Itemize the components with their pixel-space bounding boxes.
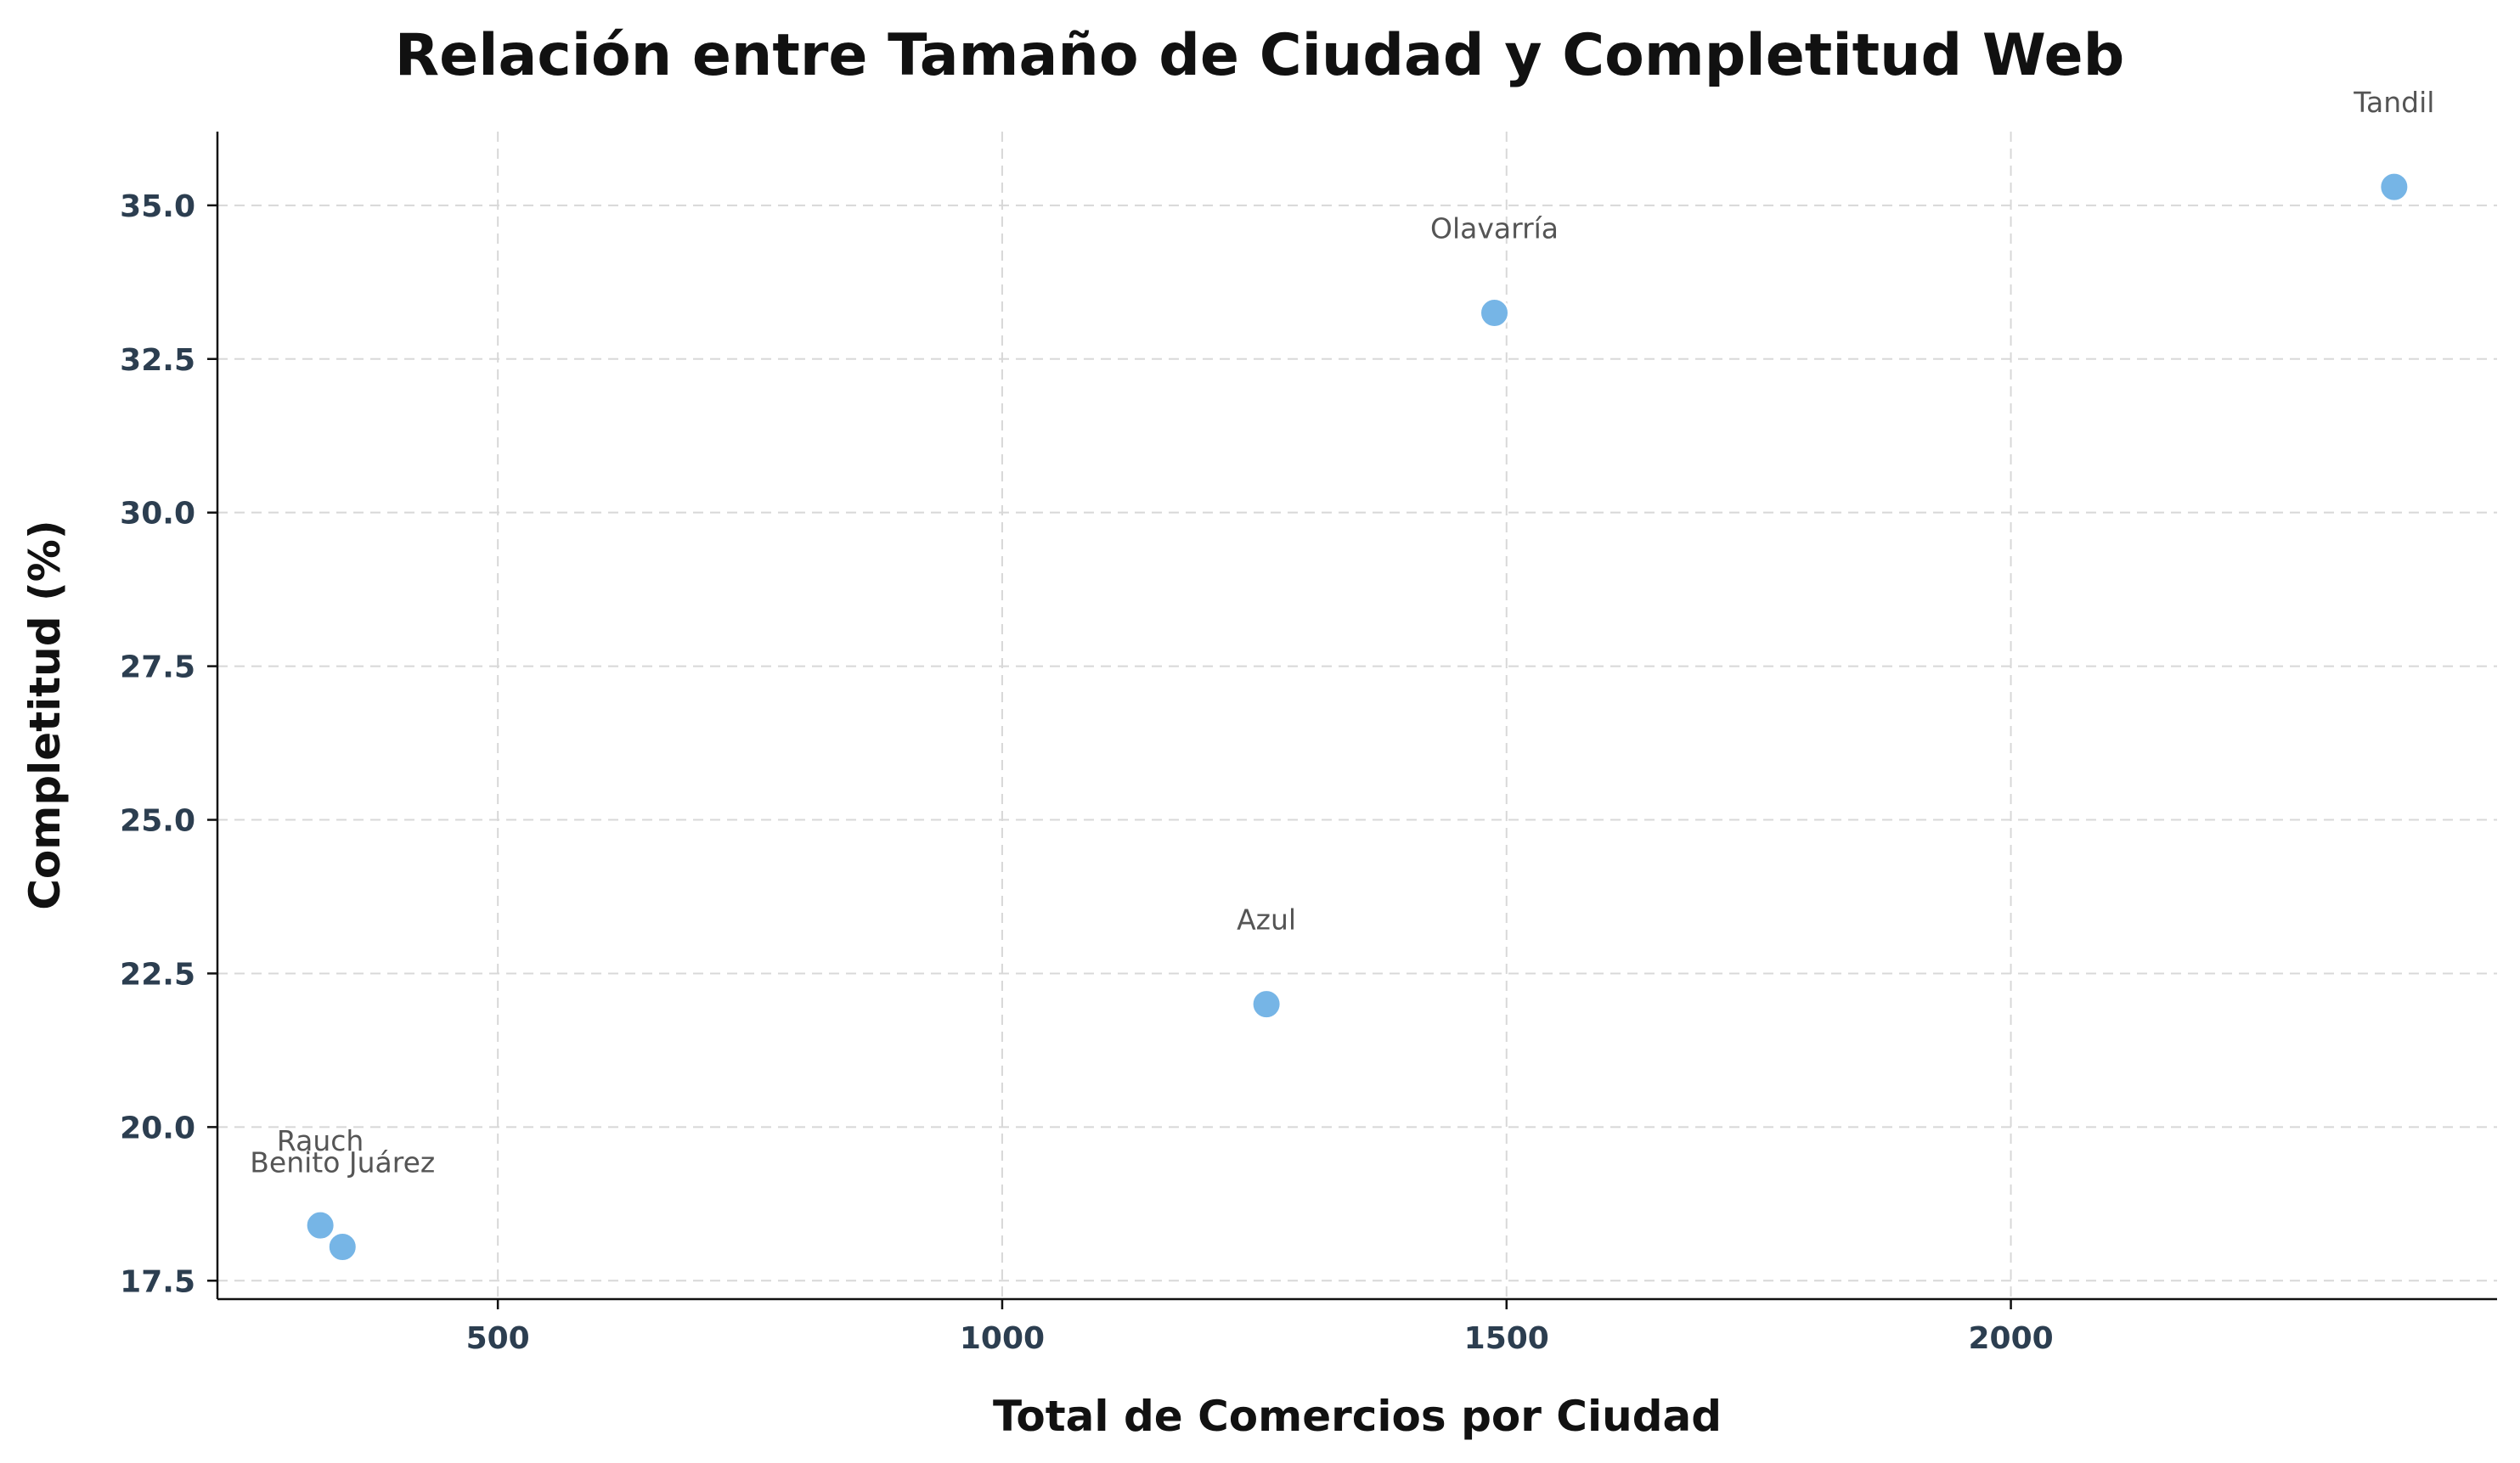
y-tick-label: 35.0	[120, 189, 195, 224]
x-tick-label: 500	[466, 1321, 530, 1356]
y-tick-label: 27.5	[120, 650, 195, 685]
x-tick-label: 1000	[960, 1321, 1045, 1356]
data-points	[304, 171, 2410, 1263]
y-tick-label: 32.5	[120, 343, 195, 378]
data-point	[1479, 296, 1511, 329]
point-label: Benito Juárez	[250, 1145, 435, 1179]
axes	[216, 132, 2497, 1301]
y-tick-label: 17.5	[120, 1264, 195, 1299]
data-point	[1250, 988, 1283, 1021]
y-tick-label: 25.0	[120, 804, 195, 839]
grid-lines	[217, 132, 2497, 1299]
y-axis-label: Completitud (%)	[20, 520, 70, 910]
y-tick-label: 22.5	[120, 957, 195, 992]
point-label: Tandil	[2353, 86, 2434, 119]
point-label: Rauch	[277, 1124, 364, 1157]
y-ticks: 17.5 20.0 22.5 25.0 27.5 30.0 32.5 35.0	[120, 189, 217, 1299]
x-tick-label: 2000	[1968, 1321, 2053, 1356]
data-point	[326, 1230, 358, 1263]
x-axis-label: Total de Comercios por Ciudad	[993, 1392, 1722, 1441]
point-label: Olavarría	[1430, 211, 1559, 245]
y-tick-label: 30.0	[120, 497, 195, 532]
x-tick-label: 1500	[1464, 1321, 1549, 1356]
chart-title: Relación entre Tamaño de Ciudad y Comple…	[395, 22, 2125, 89]
y-tick-label: 20.0	[120, 1111, 195, 1145]
x-ticks: 500 1000 1500 2000	[466, 1299, 2054, 1356]
data-point	[304, 1209, 336, 1241]
data-point	[2378, 171, 2410, 203]
point-label: Azul	[1237, 903, 1296, 937]
